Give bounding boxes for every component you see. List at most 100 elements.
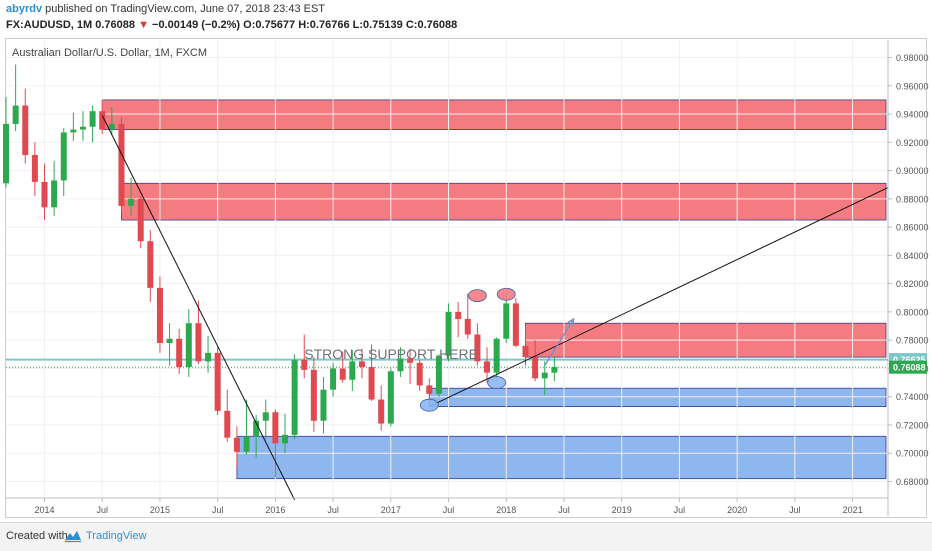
candle-body[interactable] bbox=[214, 352, 221, 411]
candle-body[interactable] bbox=[387, 371, 394, 424]
marker-ellipse[interactable] bbox=[496, 287, 516, 301]
y-tick-label: 0.70000 bbox=[896, 449, 929, 459]
candle-body[interactable] bbox=[176, 338, 183, 368]
candle-body[interactable] bbox=[3, 123, 10, 184]
x-tick-label: 2020 bbox=[727, 505, 747, 515]
candle-body[interactable] bbox=[22, 105, 29, 156]
marker-ellipse[interactable] bbox=[487, 376, 507, 389]
candle-body[interactable] bbox=[118, 123, 125, 206]
x-tick-label: 2019 bbox=[612, 505, 632, 515]
candle-body[interactable] bbox=[70, 129, 77, 133]
candle-body[interactable] bbox=[445, 311, 452, 356]
close-value: C:0.76088 bbox=[405, 19, 458, 31]
resistance-zone[interactable] bbox=[101, 99, 887, 130]
candle-body[interactable] bbox=[484, 361, 491, 373]
candle-body[interactable] bbox=[464, 318, 471, 335]
chart-title: Australian Dollar/U.S. Dollar, 1M, FXCM bbox=[12, 47, 207, 59]
candle-body[interactable] bbox=[512, 303, 519, 346]
candle-body[interactable] bbox=[368, 367, 375, 400]
candle-body[interactable] bbox=[349, 361, 356, 380]
candle-body[interactable] bbox=[243, 436, 250, 452]
marker-ellipse[interactable] bbox=[467, 289, 487, 303]
candle-body[interactable] bbox=[205, 352, 212, 362]
candle-body[interactable] bbox=[339, 368, 346, 380]
price-chart[interactable]: STRONG SUPPORT HERE Australian Dollar/U.… bbox=[0, 0, 932, 522]
candle-body[interactable] bbox=[358, 361, 365, 368]
support-zone[interactable] bbox=[428, 387, 887, 407]
candle-body[interactable] bbox=[128, 198, 135, 206]
price-label-text: 0.76625 bbox=[893, 355, 926, 365]
candle-body[interactable] bbox=[99, 111, 106, 130]
symbol-label: FX:AUDUSD, 1M bbox=[6, 19, 93, 31]
price-change: −0.00149 (−0.2%) bbox=[152, 19, 241, 31]
candle-body[interactable] bbox=[60, 132, 67, 181]
candle-body[interactable] bbox=[320, 389, 327, 421]
resistance-zone[interactable] bbox=[121, 182, 887, 221]
candle-body[interactable] bbox=[147, 241, 154, 288]
tradingview-link[interactable]: TradingView bbox=[86, 530, 147, 542]
candle-body[interactable] bbox=[435, 355, 442, 394]
x-tick-label: Jul bbox=[674, 505, 686, 515]
candle-body[interactable] bbox=[541, 372, 548, 379]
candle-body[interactable] bbox=[397, 358, 404, 372]
candle-body[interactable] bbox=[137, 198, 144, 242]
uptrend-line[interactable] bbox=[429, 187, 889, 408]
y-tick-label: 0.88000 bbox=[896, 194, 929, 204]
candle-body[interactable] bbox=[272, 412, 279, 444]
candle-body[interactable] bbox=[503, 303, 510, 339]
created-with-text: Created with bbox=[6, 530, 68, 542]
x-tick-label: Jul bbox=[212, 505, 224, 515]
y-tick-label: 0.96000 bbox=[896, 81, 929, 91]
candle-body[interactable] bbox=[532, 357, 539, 379]
footer-bar: Created with TradingView bbox=[0, 522, 932, 551]
open-value: O:0.75677 bbox=[243, 19, 296, 31]
candle-body[interactable] bbox=[416, 362, 423, 386]
candle-body[interactable] bbox=[291, 359, 298, 435]
candle-body[interactable] bbox=[310, 369, 317, 421]
candle-body[interactable] bbox=[330, 368, 337, 390]
candle-body[interactable] bbox=[156, 287, 163, 343]
candle-body[interactable] bbox=[224, 410, 231, 438]
support-zone[interactable] bbox=[236, 435, 887, 480]
x-tick-label: Jul bbox=[789, 505, 801, 515]
y-tick-label: 0.84000 bbox=[896, 251, 929, 261]
candle-body[interactable] bbox=[233, 437, 240, 452]
candle-body[interactable] bbox=[455, 311, 462, 319]
candle-body[interactable] bbox=[253, 420, 260, 437]
candle-body[interactable] bbox=[31, 155, 38, 182]
candle-body[interactable] bbox=[41, 181, 48, 208]
x-tick-label: 2021 bbox=[843, 505, 863, 515]
x-tick-label: 2014 bbox=[34, 505, 54, 515]
chart-header: abyrdv published on TradingView.com, Jun… bbox=[0, 0, 932, 38]
x-tick-label: 2017 bbox=[381, 505, 401, 515]
candle-body[interactable] bbox=[166, 338, 173, 343]
x-tick-label: Jul bbox=[443, 505, 455, 515]
candle-body[interactable] bbox=[51, 180, 58, 208]
candle-body[interactable] bbox=[282, 434, 288, 444]
candle-body[interactable] bbox=[551, 367, 558, 373]
candle-body[interactable] bbox=[79, 126, 86, 130]
support-annotation-text[interactable]: STRONG SUPPORT HERE bbox=[304, 346, 478, 362]
candle-body[interactable] bbox=[89, 111, 96, 127]
candle-body[interactable] bbox=[474, 334, 481, 362]
candle-body[interactable] bbox=[262, 412, 269, 421]
y-tick-label: 0.98000 bbox=[896, 53, 929, 63]
projection-arrow[interactable] bbox=[544, 318, 575, 366]
arrow-head-icon bbox=[567, 317, 575, 326]
candle-body[interactable] bbox=[493, 338, 500, 373]
candle-body[interactable] bbox=[426, 385, 433, 394]
downtrend-line[interactable] bbox=[101, 115, 296, 501]
x-tick-label: 2016 bbox=[265, 505, 285, 515]
author-link[interactable]: abyrdv bbox=[6, 3, 43, 15]
candle-body[interactable] bbox=[407, 358, 414, 363]
marker-ellipse[interactable] bbox=[419, 398, 439, 412]
candle-body[interactable] bbox=[522, 345, 529, 358]
candle-body[interactable] bbox=[301, 359, 308, 370]
candle-body[interactable] bbox=[185, 323, 192, 368]
candle-body[interactable] bbox=[378, 399, 385, 424]
candle-body[interactable] bbox=[108, 123, 115, 130]
candle-body[interactable] bbox=[195, 323, 202, 362]
high-value: H:0.76766 bbox=[298, 19, 350, 31]
candle-body[interactable] bbox=[12, 105, 19, 124]
x-tick-label: 2015 bbox=[150, 505, 170, 515]
